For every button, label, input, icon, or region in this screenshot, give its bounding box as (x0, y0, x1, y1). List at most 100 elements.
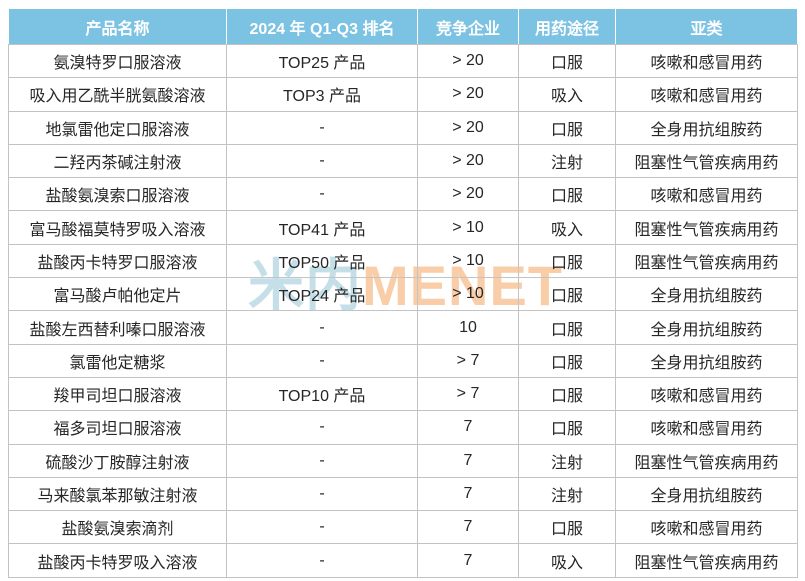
cell-route: 口服 (518, 510, 616, 545)
table-row: 吸入用乙酰半胱氨酸溶液 TOP3 产品 > 20 吸入 咳嗽和感冒用药 (8, 77, 798, 112)
cell-route: 口服 (518, 376, 616, 412)
cell-subclass: 阻塞性气管疾病用药 (615, 243, 798, 279)
cell-product-name: 氨溴特罗口服溶液 (8, 43, 227, 79)
table-row: 盐酸丙卡特罗吸入溶液 -7 吸入 阻塞性气管疾病用药 (8, 543, 798, 578)
cell-ranking: - (226, 343, 418, 378)
cell-ranking: TOP3 产品 (226, 77, 418, 112)
cell-competitors: > 20 (417, 77, 519, 112)
cell-product-name: 马来酸氯苯那敏注射液 (8, 476, 227, 512)
cell-competitors: > 7 (417, 376, 519, 412)
cell-route: 口服 (518, 277, 616, 312)
table-row: 羧甲司坦口服溶液 TOP10 产品 > 7 口服 咳嗽和感冒用药 (8, 376, 798, 412)
cell-subclass: 咳嗽和感冒用药 (615, 177, 798, 212)
table-row: 氨溴特罗口服溶液 TOP25 产品 > 20 口服 咳嗽和感冒用药 (8, 43, 798, 79)
cell-ranking: TOP41 产品 (226, 210, 418, 245)
table-row: 富马酸卢帕他定片 TOP24 产品 > 10 口服 全身用抗组胺药 (8, 277, 798, 312)
cell-subclass: 阻塞性气管疾病用药 (615, 443, 798, 478)
cell-subclass: 咳嗽和感冒用药 (615, 43, 798, 79)
cell-competitors: > 10 (417, 277, 519, 312)
cell-subclass: 阻塞性气管疾病用药 (615, 143, 798, 179)
cell-product-name: 吸入用乙酰半胱氨酸溶液 (8, 77, 227, 112)
cell-ranking: - (226, 177, 418, 212)
column-header-ranking: 2024 年 Q1-Q3 排名 (226, 8, 418, 45)
cell-subclass: 阻塞性气管疾病用药 (615, 543, 798, 578)
cell-competitors: 7 (417, 410, 519, 445)
cell-competitors: > 20 (417, 143, 519, 179)
cell-subclass: 全身用抗组胺药 (615, 476, 798, 512)
cell-route: 口服 (518, 243, 616, 279)
cell-product-name: 盐酸氨溴索滴剂 (8, 510, 227, 545)
cell-product-name: 羧甲司坦口服溶液 (8, 376, 227, 412)
table-row: 氯雷他定糖浆 - > 7 口服 全身用抗组胺药 (8, 343, 798, 378)
cell-product-name: 盐酸丙卡特罗口服溶液 (8, 243, 227, 279)
column-header-product-name: 产品名称 (8, 8, 227, 45)
cell-competitors: > 10 (417, 243, 519, 279)
cell-product-name: 地氯雷他定口服溶液 (8, 110, 227, 145)
cell-competitors: > 7 (417, 343, 519, 378)
cell-ranking: TOP24 产品 (226, 277, 418, 312)
table-row: 盐酸丙卡特罗口服溶液 TOP50 产品 > 10 口服 阻塞性气管疾病用药 (8, 243, 798, 279)
cell-competitors: 7 (417, 510, 519, 545)
cell-competitors: 10 (417, 310, 519, 345)
column-header-route: 用药途径 (518, 8, 616, 45)
cell-competitors: > 20 (417, 43, 519, 79)
cell-product-name: 富马酸福莫特罗吸入溶液 (8, 210, 227, 245)
cell-route: 口服 (518, 343, 616, 378)
cell-ranking: - (226, 510, 418, 545)
cell-subclass: 咳嗽和感冒用药 (615, 410, 798, 445)
cell-product-name: 福多司坦口服溶液 (8, 410, 227, 445)
cell-product-name: 硫酸沙丁胺醇注射液 (8, 443, 227, 478)
cell-competitors: 7 (417, 443, 519, 478)
cell-competitors: 7 (417, 543, 519, 578)
table-row: 富马酸福莫特罗吸入溶液 TOP41 产品 > 10 吸入 阻塞性气管疾病用药 (8, 210, 798, 245)
cell-subclass: 咳嗽和感冒用药 (615, 376, 798, 412)
cell-ranking: TOP25 产品 (226, 43, 418, 79)
table-row: 二羟丙茶碱注射液 - > 20 注射 阻塞性气管疾病用药 (8, 143, 798, 179)
cell-route: 吸入 (518, 210, 616, 245)
cell-route: 注射 (518, 476, 616, 512)
cell-subclass: 咳嗽和感冒用药 (615, 510, 798, 545)
cell-subclass: 咳嗽和感冒用药 (615, 77, 798, 112)
table-row: 盐酸氨溴索口服溶液 - > 20 口服 咳嗽和感冒用药 (8, 177, 798, 212)
table-row: 盐酸氨溴索滴剂 -7 口服 咳嗽和感冒用药 (8, 510, 798, 545)
column-header-subclass: 亚类 (615, 8, 798, 45)
cell-ranking: - (226, 110, 418, 145)
cell-ranking: - (226, 443, 418, 478)
table-row: 马来酸氯苯那敏注射液 -7 注射 全身用抗组胺药 (8, 476, 798, 512)
cell-route: 口服 (518, 410, 616, 445)
cell-route: 口服 (518, 110, 616, 145)
cell-ranking: TOP50 产品 (226, 243, 418, 279)
cell-ranking: - (226, 410, 418, 445)
cell-ranking: - (226, 143, 418, 179)
cell-ranking: - (226, 543, 418, 578)
cell-product-name: 氯雷他定糖浆 (8, 343, 227, 378)
cell-competitors: 7 (417, 476, 519, 512)
cell-route: 吸入 (518, 543, 616, 578)
cell-route: 注射 (518, 143, 616, 179)
product-ranking-table: 产品名称 2024 年 Q1-Q3 排名 竞争企业 用药途径 亚类 氨溴特罗口服… (8, 8, 798, 578)
header-row: 产品名称 2024 年 Q1-Q3 排名 竞争企业 用药途径 亚类 (8, 8, 798, 45)
cell-subclass: 全身用抗组胺药 (615, 310, 798, 345)
table-row: 盐酸左西替利嗪口服溶液 -10 口服 全身用抗组胺药 (8, 310, 798, 345)
cell-subclass: 阻塞性气管疾病用药 (615, 210, 798, 245)
cell-competitors: > 10 (417, 210, 519, 245)
cell-ranking: - (226, 310, 418, 345)
cell-route: 口服 (518, 177, 616, 212)
cell-route: 口服 (518, 310, 616, 345)
cell-route: 口服 (518, 43, 616, 79)
cell-product-name: 富马酸卢帕他定片 (8, 277, 227, 312)
cell-subclass: 全身用抗组胺药 (615, 277, 798, 312)
cell-route: 吸入 (518, 77, 616, 112)
cell-product-name: 盐酸氨溴索口服溶液 (8, 177, 227, 212)
cell-competitors: > 20 (417, 110, 519, 145)
cell-competitors: > 20 (417, 177, 519, 212)
cell-subclass: 全身用抗组胺药 (615, 110, 798, 145)
cell-route: 注射 (518, 443, 616, 478)
cell-product-name: 二羟丙茶碱注射液 (8, 143, 227, 179)
cell-ranking: TOP10 产品 (226, 376, 418, 412)
cell-product-name: 盐酸左西替利嗪口服溶液 (8, 310, 227, 345)
table-row: 福多司坦口服溶液 -7 口服 咳嗽和感冒用药 (8, 410, 798, 445)
table-row: 硫酸沙丁胺醇注射液 -7 注射 阻塞性气管疾病用药 (8, 443, 798, 478)
cell-product-name: 盐酸丙卡特罗吸入溶液 (8, 543, 227, 578)
